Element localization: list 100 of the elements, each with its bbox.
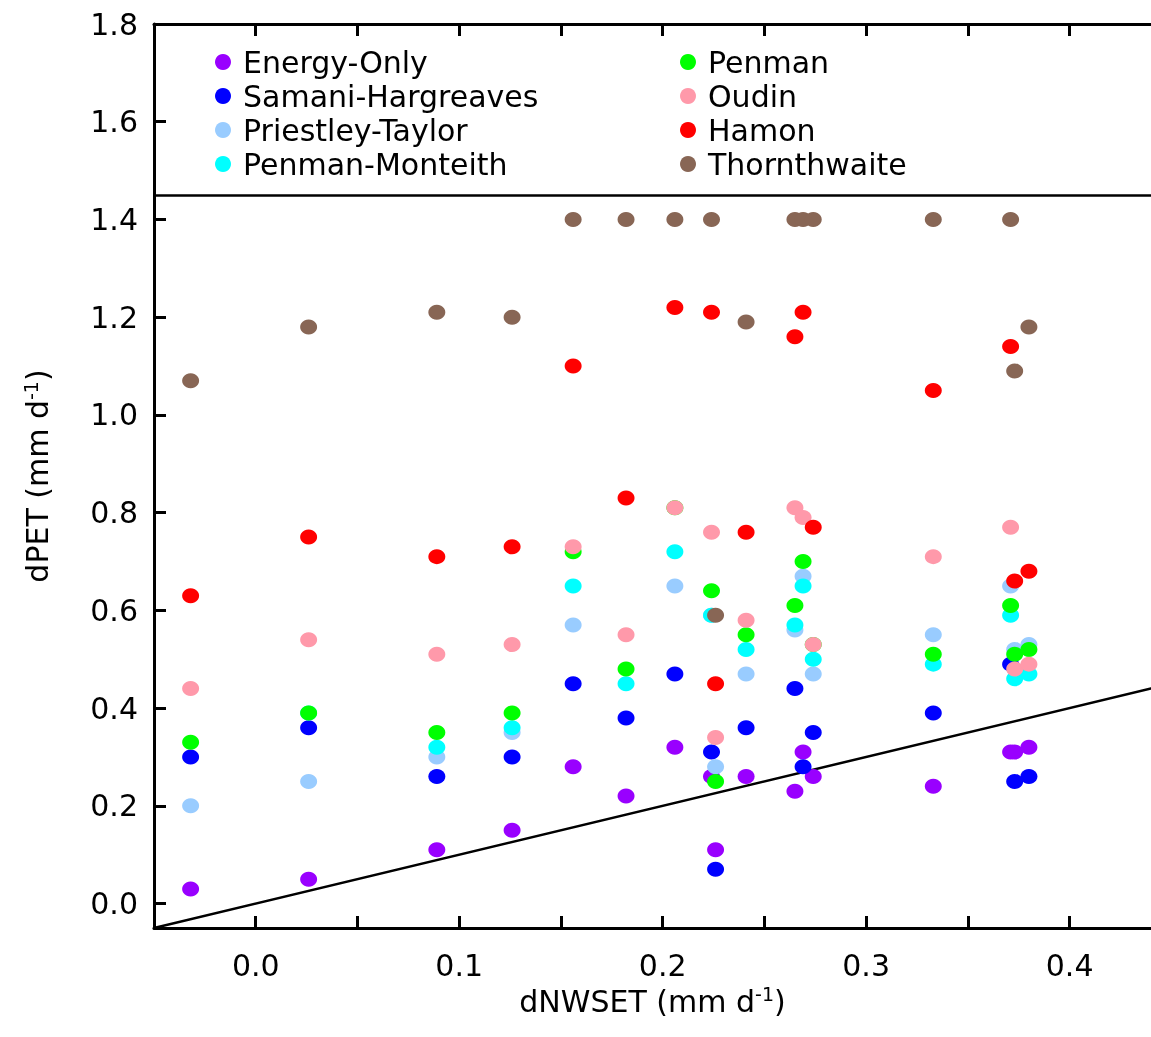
point (182, 734, 200, 750)
legend-label: Samani-Hargreaves (243, 78, 539, 114)
legend-label: Priestley-Taylor (243, 112, 469, 148)
point (707, 773, 725, 789)
y-tick-label: 0.2 (90, 788, 138, 824)
point (503, 822, 521, 838)
x-tick-label: 0.4 (1045, 947, 1094, 983)
point (737, 666, 755, 682)
point (703, 524, 721, 540)
point (1020, 739, 1038, 755)
y-tick-label: 1.4 (90, 201, 138, 237)
point (617, 211, 635, 227)
point (924, 646, 942, 662)
point (924, 705, 942, 721)
point (428, 304, 446, 320)
point (503, 637, 521, 653)
point (666, 544, 684, 560)
point (786, 329, 804, 345)
y-tick-label: 1.8 (90, 6, 138, 42)
point (924, 382, 942, 398)
point (1002, 519, 1020, 535)
point (737, 720, 755, 736)
y-tick-label: 0.6 (90, 592, 138, 628)
x-tick-label: 0.1 (435, 947, 484, 983)
point (300, 632, 318, 648)
point (666, 299, 684, 315)
point (503, 749, 521, 765)
point (707, 607, 725, 623)
point (786, 617, 804, 633)
point (1006, 646, 1024, 662)
point (737, 314, 755, 330)
point (182, 798, 200, 814)
point (666, 211, 684, 227)
point (300, 871, 318, 887)
point (564, 211, 582, 227)
point (666, 739, 684, 755)
point (707, 842, 725, 858)
point (786, 783, 804, 799)
point (707, 729, 725, 745)
point (707, 759, 725, 775)
point (300, 773, 318, 789)
point (707, 676, 725, 692)
point (503, 720, 521, 736)
point (794, 578, 812, 594)
legend-label: Thornthwaite (707, 146, 907, 182)
point (564, 578, 582, 594)
point (617, 661, 635, 677)
point (786, 681, 804, 697)
point (804, 666, 822, 682)
y-tick-label: 0.0 (90, 886, 138, 922)
point (703, 583, 721, 599)
point (617, 788, 635, 804)
point (794, 744, 812, 760)
point (703, 744, 721, 760)
point (737, 612, 755, 628)
point (804, 519, 822, 535)
x-tick-label: 0.2 (638, 947, 687, 983)
y-tick-label: 1.0 (90, 397, 138, 433)
legend-label: Energy-Only (243, 44, 428, 80)
point (1002, 339, 1020, 354)
point (1020, 656, 1038, 672)
point (703, 304, 721, 320)
point (737, 641, 755, 657)
legend-label: Hamon (708, 112, 816, 148)
point (564, 676, 582, 692)
legend-label: Penman (708, 44, 830, 80)
point (503, 705, 521, 721)
point (1006, 363, 1024, 379)
y-tick-label: 1.6 (90, 104, 138, 140)
point (794, 304, 812, 320)
point (1002, 598, 1020, 613)
point (300, 319, 318, 335)
point (428, 842, 446, 858)
point (924, 778, 942, 794)
point (703, 211, 721, 227)
point (617, 676, 635, 692)
point (737, 524, 755, 540)
point (737, 627, 755, 643)
point (617, 490, 635, 506)
point (617, 627, 635, 643)
point (617, 710, 635, 726)
point (794, 759, 812, 775)
point (300, 720, 318, 736)
point (1020, 769, 1038, 785)
point (707, 861, 725, 877)
point (182, 749, 200, 765)
point (924, 549, 942, 565)
point (428, 549, 446, 565)
legend-label: Penman-Monteith (243, 146, 508, 182)
point (666, 666, 684, 682)
point (1020, 641, 1038, 657)
point (564, 759, 582, 775)
point (1020, 563, 1038, 579)
x-tick-label: 0.3 (842, 947, 890, 983)
point (666, 578, 684, 594)
point (1006, 773, 1024, 789)
point (1020, 319, 1038, 335)
point (428, 769, 446, 785)
point (428, 739, 446, 755)
point (804, 725, 822, 741)
